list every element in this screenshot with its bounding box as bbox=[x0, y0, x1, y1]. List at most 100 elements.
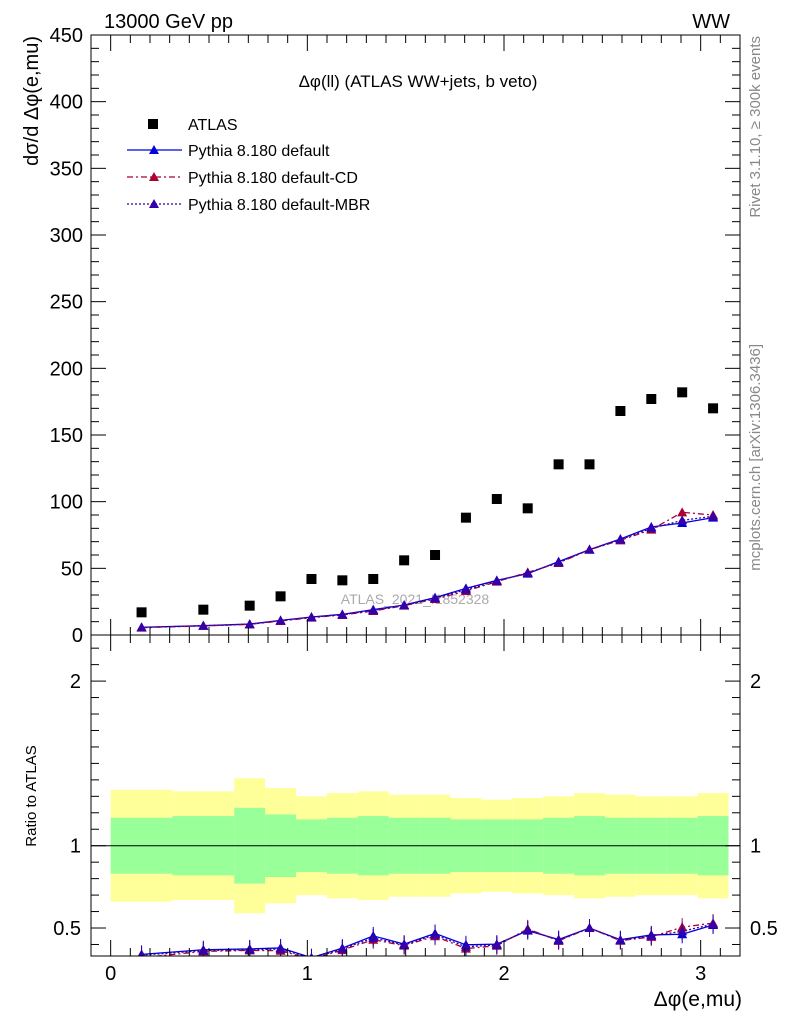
mc-point-marker bbox=[275, 615, 286, 625]
atlas-data-point bbox=[460, 512, 471, 523]
main-ylabel: dσ/d Δφ(e,mu) bbox=[21, 36, 43, 166]
mc-point-marker bbox=[553, 557, 564, 567]
mc-point-marker bbox=[399, 600, 410, 610]
main-ytick-label: 0 bbox=[72, 625, 83, 647]
ratio-panel: 0.5 0.5 1 1 2 2 0 1 2 3 Ratio to ATLAS Δφ(e,mu) bbox=[23, 634, 778, 1011]
mc-point-marker bbox=[244, 619, 255, 629]
mc-point-marker bbox=[306, 612, 317, 622]
ratio-point-marker bbox=[677, 926, 688, 936]
ratio-point-marker bbox=[275, 944, 286, 954]
legend-label: Pythia 8.180 default bbox=[188, 143, 330, 160]
ratio-point-marker bbox=[615, 935, 626, 945]
mc-point-marker bbox=[368, 605, 379, 615]
atlas-data-point bbox=[553, 459, 564, 470]
ratio-point-marker bbox=[368, 932, 379, 942]
rivet-label: Rivet 3.1.10, ≥ 300k events bbox=[747, 36, 764, 218]
mc-point-marker bbox=[615, 534, 626, 544]
main-title: Δφ(ll) (ATLAS WW+jets, b veto) bbox=[299, 72, 538, 91]
ratio-point-marker bbox=[522, 924, 533, 934]
atlas-data-point bbox=[306, 574, 317, 584]
legend-label: Pythia 8.180 default-CD bbox=[188, 170, 358, 187]
mc-point-marker bbox=[430, 593, 441, 603]
ratio-point-marker bbox=[310, 953, 313, 956]
atlas-data-point bbox=[522, 503, 533, 514]
mc-point-marker bbox=[491, 576, 502, 585]
mc-point-marker bbox=[460, 584, 471, 594]
xtick-label: 2 bbox=[498, 963, 509, 985]
ratio-point-marker bbox=[553, 935, 564, 945]
mc-point-marker bbox=[198, 620, 209, 630]
ratio-point-marker bbox=[138, 950, 145, 956]
mc-point-marker bbox=[646, 523, 657, 533]
ratio-point-marker bbox=[491, 939, 502, 949]
mc-point-marker bbox=[677, 515, 688, 525]
energy-label: 13000 GeV pp bbox=[104, 11, 233, 33]
ratio-ytick-label-right: 1 bbox=[750, 836, 761, 858]
atlas-data-point bbox=[584, 459, 595, 470]
legend-atlas-marker bbox=[148, 119, 158, 129]
mc-point-marker bbox=[677, 507, 688, 517]
ratio-point-marker bbox=[337, 943, 348, 953]
ratio-ytick-label: 0.5 bbox=[53, 918, 81, 940]
main-ytick-label: 400 bbox=[50, 92, 83, 114]
atlas-data-point bbox=[646, 394, 657, 404]
legend-label: ATLAS bbox=[188, 117, 238, 134]
ratio-line bbox=[141, 923, 714, 956]
ratio-point-marker bbox=[430, 929, 441, 939]
legend: ATLAS Pythia 8.180 default Pythia 8.180 de… bbox=[127, 117, 370, 214]
atlas-data-point bbox=[491, 494, 502, 504]
main-ytick-label: 350 bbox=[50, 158, 83, 180]
legend-marker bbox=[149, 145, 159, 154]
atlas-data-point bbox=[198, 604, 209, 615]
legend-marker bbox=[149, 199, 159, 208]
atlas-data-point bbox=[615, 406, 626, 416]
mc-point-marker bbox=[708, 511, 719, 521]
mc-line bbox=[141, 515, 714, 629]
main-ytick-label: 100 bbox=[50, 492, 83, 514]
ratio-series-group bbox=[137, 914, 719, 956]
main-ytick-label: 450 bbox=[50, 25, 83, 47]
ratio-panel-frame bbox=[90, 634, 741, 957]
main-ytick-label: 200 bbox=[50, 358, 83, 380]
ratio-point-marker bbox=[244, 944, 255, 954]
ratio-ytick-label-right: 0.5 bbox=[750, 918, 778, 940]
ratio-ytick-label-right: 2 bbox=[750, 671, 761, 693]
mc-line bbox=[141, 511, 714, 629]
main-ytick-label: 300 bbox=[50, 225, 83, 247]
main-ytick-label: 250 bbox=[50, 292, 83, 314]
main-ytick-label: 50 bbox=[61, 558, 83, 580]
ratio-point-marker bbox=[198, 945, 209, 955]
mcplots-label: mcplots.cern.ch [arXiv:1306.3436] bbox=[747, 344, 764, 571]
atlas-data-point bbox=[430, 550, 441, 560]
atlas-data-point bbox=[368, 574, 379, 584]
xtick-label: 1 bbox=[302, 963, 313, 985]
ratio-line bbox=[151, 922, 714, 956]
x-axis-label: Δφ(e,mu) bbox=[654, 988, 742, 1011]
atlas-data-point bbox=[708, 403, 719, 414]
ratio-ytick-label: 2 bbox=[70, 671, 81, 693]
ratio-point-marker bbox=[399, 939, 410, 949]
atlas-data-point bbox=[244, 600, 255, 611]
mc-point-marker bbox=[337, 609, 348, 619]
legend-label: Pythia 8.180 default-MBR bbox=[188, 197, 370, 214]
ratio-point-marker bbox=[460, 941, 471, 951]
atlas-data-point bbox=[275, 591, 286, 602]
mc-line bbox=[141, 517, 714, 628]
atlas-data-point bbox=[677, 387, 688, 398]
ratio-point-marker bbox=[584, 923, 595, 933]
ratio-line bbox=[141, 924, 714, 956]
process-label: WW bbox=[692, 11, 730, 33]
ratio-point-marker bbox=[708, 919, 719, 929]
ratio-ytick-label: 1 bbox=[70, 836, 81, 858]
xtick-label: 0 bbox=[105, 963, 116, 985]
atlas-data-point bbox=[399, 555, 410, 566]
main-ytick-label: 150 bbox=[50, 425, 83, 447]
mc-point-marker bbox=[584, 544, 595, 554]
ratio-point-marker bbox=[646, 930, 657, 940]
legend-marker bbox=[149, 172, 159, 181]
xtick-label: 3 bbox=[695, 963, 706, 985]
atlas-data-point bbox=[337, 575, 348, 586]
mc-point-marker bbox=[136, 622, 147, 632]
mc-point-marker bbox=[522, 568, 533, 577]
